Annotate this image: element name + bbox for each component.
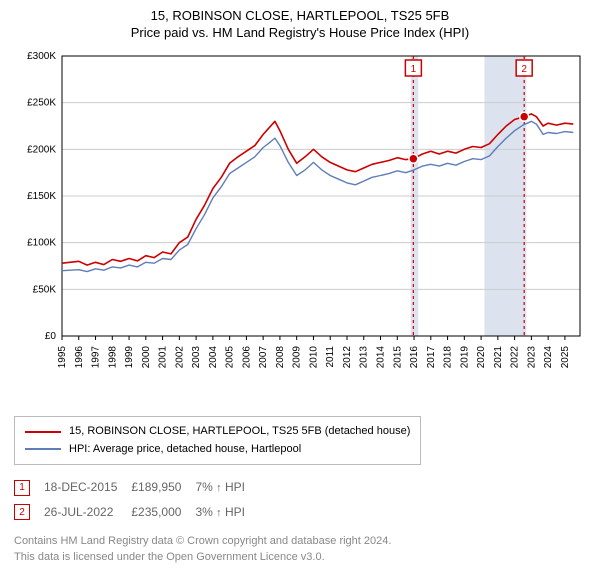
footer-line-2: This data is licensed under the Open Gov… [14, 550, 586, 565]
svg-text:2025: 2025 [560, 346, 571, 369]
svg-text:2007: 2007 [258, 346, 269, 369]
svg-text:1997: 1997 [91, 346, 102, 369]
legend-label: HPI: Average price, detached house, Hart… [69, 441, 301, 459]
transaction-date: 18-DEC-2015 [44, 475, 131, 500]
transaction-delta: 7% ↑ HPI [195, 475, 259, 500]
svg-text:£50K: £50K [33, 284, 57, 295]
svg-text:2021: 2021 [493, 346, 504, 369]
svg-text:2000: 2000 [141, 346, 152, 369]
legend-row: HPI: Average price, detached house, Hart… [25, 441, 410, 459]
svg-text:2015: 2015 [392, 346, 403, 369]
transaction-marker: 2 [14, 504, 30, 520]
legend-row: 15, ROBINSON CLOSE, HARTLEPOOL, TS25 5FB… [25, 423, 410, 441]
svg-text:2010: 2010 [308, 346, 319, 369]
svg-text:2024: 2024 [543, 346, 554, 369]
svg-text:2014: 2014 [376, 346, 387, 369]
svg-text:2006: 2006 [241, 346, 252, 369]
svg-text:2013: 2013 [359, 346, 370, 369]
svg-text:1998: 1998 [107, 346, 118, 369]
svg-text:2017: 2017 [426, 346, 437, 369]
svg-text:2019: 2019 [459, 346, 470, 369]
chart-subtitle: Price paid vs. HM Land Registry's House … [14, 25, 586, 40]
transaction-date: 26-JUL-2022 [44, 500, 131, 525]
svg-text:2005: 2005 [225, 346, 236, 369]
svg-text:2022: 2022 [510, 346, 521, 369]
svg-text:2020: 2020 [476, 346, 487, 369]
chart-title: 15, ROBINSON CLOSE, HARTLEPOOL, TS25 5FB [14, 8, 586, 23]
footer-attribution: Contains HM Land Registry data © Crown c… [14, 534, 586, 565]
svg-text:2003: 2003 [191, 346, 202, 369]
svg-text:2016: 2016 [409, 346, 420, 369]
svg-text:2: 2 [521, 64, 527, 75]
transaction-row: 2 26-JUL-2022£235,0003% ↑ HPI [14, 500, 259, 525]
svg-text:1996: 1996 [74, 346, 85, 369]
svg-text:1999: 1999 [124, 346, 135, 369]
svg-text:2004: 2004 [208, 346, 219, 369]
svg-text:2011: 2011 [325, 346, 336, 368]
svg-text:2001: 2001 [158, 346, 169, 369]
footer-line-1: Contains HM Land Registry data © Crown c… [14, 534, 586, 549]
svg-text:2012: 2012 [342, 346, 353, 369]
transaction-price: £235,000 [131, 500, 195, 525]
legend-swatch [25, 431, 61, 433]
svg-text:2023: 2023 [526, 346, 537, 369]
transaction-marker: 1 [14, 480, 30, 496]
legend-label: 15, ROBINSON CLOSE, HARTLEPOOL, TS25 5FB… [69, 423, 410, 441]
legend-box: 15, ROBINSON CLOSE, HARTLEPOOL, TS25 5FB… [14, 416, 421, 465]
svg-text:2009: 2009 [292, 346, 303, 369]
svg-text:2018: 2018 [443, 346, 454, 369]
transaction-row: 1 18-DEC-2015£189,9507% ↑ HPI [14, 475, 259, 500]
svg-text:£0: £0 [45, 331, 57, 342]
chart-plot-area: £0 £50K £100K £150K £200K £250K £300K 1995 1996 1… [14, 48, 586, 408]
legend-swatch [25, 448, 61, 450]
line-chart-svg: £0 £50K £100K £150K £200K £250K £300K 1995 1996 1… [14, 48, 586, 408]
svg-text:2008: 2008 [275, 346, 286, 369]
svg-text:£100K: £100K [27, 238, 56, 249]
transaction-table: 1 18-DEC-2015£189,9507% ↑ HPI 2 26-JUL-2022… [14, 475, 586, 524]
svg-text:1995: 1995 [57, 346, 68, 369]
svg-text:1: 1 [411, 64, 417, 75]
svg-text:£250K: £250K [27, 98, 56, 109]
svg-text:£300K: £300K [27, 51, 56, 62]
svg-text:£150K: £150K [27, 191, 56, 202]
svg-text:£200K: £200K [27, 144, 56, 155]
svg-text:2002: 2002 [174, 346, 185, 369]
transaction-price: £189,950 [131, 475, 195, 500]
transaction-delta: 3% ↑ HPI [195, 500, 259, 525]
chart-container: { "title": "15, ROBINSON CLOSE, HARTLEPO… [0, 0, 600, 573]
